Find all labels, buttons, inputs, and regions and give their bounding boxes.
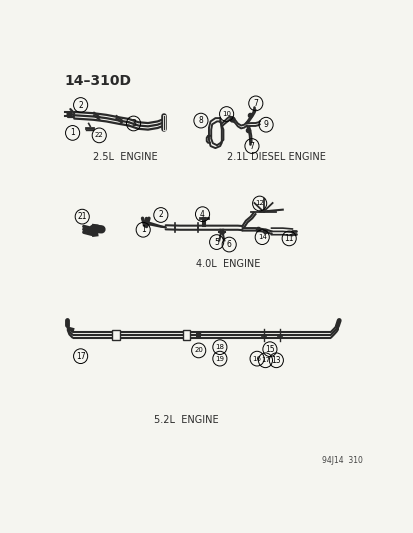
Text: 7: 7	[249, 142, 254, 150]
Text: 14: 14	[257, 234, 266, 240]
Text: 94J14  310: 94J14 310	[321, 456, 362, 465]
Text: 22: 22	[95, 132, 103, 139]
FancyBboxPatch shape	[112, 330, 119, 340]
Text: 2: 2	[158, 211, 163, 220]
Text: 2.5L  ENGINE: 2.5L ENGINE	[93, 152, 157, 162]
Text: 17: 17	[260, 357, 269, 364]
Text: 17: 17	[76, 352, 85, 361]
Text: 18: 18	[215, 344, 224, 350]
Text: 13: 13	[271, 356, 280, 365]
Text: 5: 5	[214, 238, 218, 247]
Text: 9: 9	[263, 120, 268, 129]
Text: 2.1L DIESEL ENGINE: 2.1L DIESEL ENGINE	[226, 152, 325, 162]
Text: 7: 7	[253, 99, 258, 108]
Text: 1: 1	[140, 225, 145, 235]
Text: 10: 10	[222, 111, 230, 117]
Text: 4.0L  ENGINE: 4.0L ENGINE	[196, 259, 260, 269]
Text: 20: 20	[194, 348, 203, 353]
Text: 19: 19	[215, 356, 224, 361]
FancyBboxPatch shape	[182, 330, 190, 340]
Text: 2: 2	[78, 101, 83, 109]
Text: 4: 4	[199, 209, 204, 219]
Text: 3: 3	[131, 119, 136, 128]
Text: 14–310D: 14–310D	[64, 74, 131, 88]
Text: 12: 12	[254, 200, 263, 206]
Text: 6: 6	[226, 240, 231, 249]
Text: 8: 8	[198, 116, 203, 125]
Text: 11: 11	[284, 234, 293, 243]
Text: 21: 21	[77, 212, 87, 221]
Text: 16: 16	[252, 356, 261, 361]
Text: 5.2L  ENGINE: 5.2L ENGINE	[154, 415, 218, 425]
Text: 15: 15	[264, 345, 274, 354]
Text: 1: 1	[70, 128, 75, 138]
